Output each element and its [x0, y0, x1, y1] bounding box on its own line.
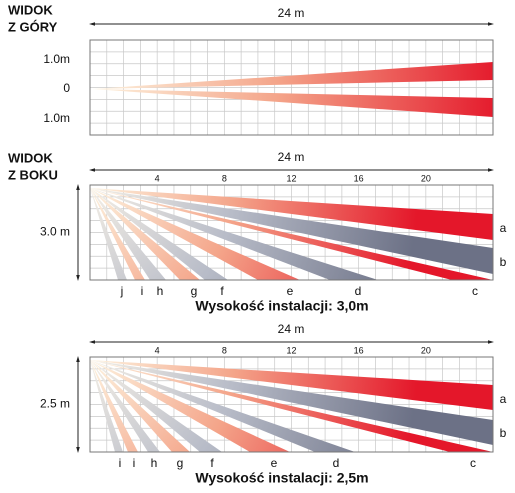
beam — [90, 188, 493, 274]
y-label: 1.0m — [43, 111, 70, 125]
beam — [90, 360, 493, 452]
tick-label: 8 — [222, 345, 227, 355]
zone-label: g — [191, 284, 198, 298]
zone-label: f — [220, 284, 224, 298]
beam — [90, 360, 493, 445]
beam — [90, 360, 190, 452]
zone-label: h — [151, 456, 158, 470]
side-label: b — [500, 426, 507, 440]
tick-label: 16 — [354, 345, 364, 355]
caption: Wysokość instalacji: 3,0m — [195, 298, 368, 314]
zone-label: e — [287, 284, 294, 298]
beam — [90, 360, 222, 452]
height-label: 2.5 m — [40, 397, 70, 411]
zone-label: d — [333, 456, 340, 470]
zone-label: c — [470, 456, 476, 470]
side-view: 24 m 4 8 12 16 20 3.0 m j i h g f e d c a b Wysokość inst… — [40, 150, 507, 314]
y-label: 1.0m — [43, 52, 70, 66]
side-label: b — [500, 255, 507, 269]
side-view: 24 m 4 8 12 16 20 2.5 m i i h g f e d c a b Wysokość inst… — [40, 322, 507, 486]
y-label: 0 — [63, 81, 70, 95]
beam — [90, 188, 493, 240]
tick-label: 20 — [421, 345, 431, 355]
tick-label: 8 — [222, 173, 227, 183]
side-label: a — [500, 221, 507, 235]
panel-title: WIDOK — [8, 150, 53, 165]
frame — [89, 184, 494, 281]
tick-label: 12 — [286, 345, 296, 355]
zone-label: d — [355, 284, 362, 298]
beam — [90, 360, 290, 452]
beam — [90, 188, 166, 280]
height-label: 3.0 m — [40, 225, 70, 239]
beam — [90, 360, 138, 452]
frame — [89, 356, 494, 453]
beam — [90, 360, 123, 452]
beam — [90, 188, 145, 280]
width-label: 24 m — [278, 322, 305, 336]
zone-label: h — [157, 284, 164, 298]
zone-label: g — [177, 456, 184, 470]
caption: Wysokość instalacji: 2,5m — [195, 470, 368, 486]
side-label: a — [500, 392, 507, 406]
tick-label: 4 — [155, 173, 160, 183]
beam — [90, 188, 200, 280]
beam — [90, 188, 493, 280]
zone-label: e — [271, 456, 278, 470]
tick-label: 16 — [354, 173, 364, 183]
beam — [90, 360, 355, 452]
zone-label: j — [120, 284, 124, 298]
zone-label: f — [210, 456, 214, 470]
beam — [90, 188, 228, 280]
tick-label: 20 — [421, 173, 431, 183]
beam — [90, 360, 160, 452]
tick-label: 12 — [286, 173, 296, 183]
beam — [90, 188, 378, 280]
beam — [90, 188, 300, 280]
beam — [92, 89, 493, 117]
panel-title: WIDOK — [8, 2, 53, 17]
frame — [89, 39, 494, 136]
beam — [90, 360, 493, 410]
zone-label: i — [133, 456, 136, 470]
zone-label: i — [141, 284, 144, 298]
beam — [90, 188, 127, 280]
width-label: 24 m — [278, 6, 305, 20]
tick-label: 4 — [155, 345, 160, 355]
width-label: 24 m — [278, 150, 305, 164]
panel-title: Z GÓRY — [8, 19, 58, 34]
panel-title: Z BOKU — [8, 167, 58, 182]
zone-label: c — [472, 284, 478, 298]
beam — [92, 62, 493, 89]
zone-label: i — [119, 456, 122, 470]
